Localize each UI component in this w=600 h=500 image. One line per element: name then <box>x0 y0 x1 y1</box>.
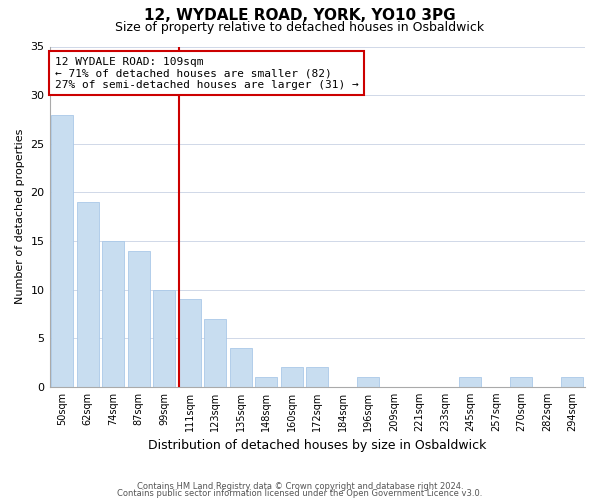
Bar <box>562 377 583 387</box>
Bar <box>511 377 532 387</box>
Text: 12 WYDALE ROAD: 109sqm
← 71% of detached houses are smaller (82)
27% of semi-det: 12 WYDALE ROAD: 109sqm ← 71% of detached… <box>55 56 359 90</box>
Text: 12, WYDALE ROAD, YORK, YO10 3PG: 12, WYDALE ROAD, YORK, YO10 3PG <box>144 8 456 22</box>
Bar <box>358 377 379 387</box>
Bar <box>281 368 302 387</box>
Y-axis label: Number of detached properties: Number of detached properties <box>15 129 25 304</box>
Bar <box>128 250 149 387</box>
Bar <box>154 290 175 387</box>
Bar <box>52 114 73 387</box>
Bar <box>205 318 226 387</box>
Bar <box>230 348 251 387</box>
Text: Contains HM Land Registry data © Crown copyright and database right 2024.: Contains HM Land Registry data © Crown c… <box>137 482 463 491</box>
Text: Contains public sector information licensed under the Open Government Licence v3: Contains public sector information licen… <box>118 490 482 498</box>
Text: Size of property relative to detached houses in Osbaldwick: Size of property relative to detached ho… <box>115 22 485 35</box>
X-axis label: Distribution of detached houses by size in Osbaldwick: Distribution of detached houses by size … <box>148 440 487 452</box>
Bar <box>179 300 200 387</box>
Bar <box>77 202 98 387</box>
Bar <box>307 368 328 387</box>
Bar <box>460 377 481 387</box>
Bar <box>103 241 124 387</box>
Bar <box>256 377 277 387</box>
